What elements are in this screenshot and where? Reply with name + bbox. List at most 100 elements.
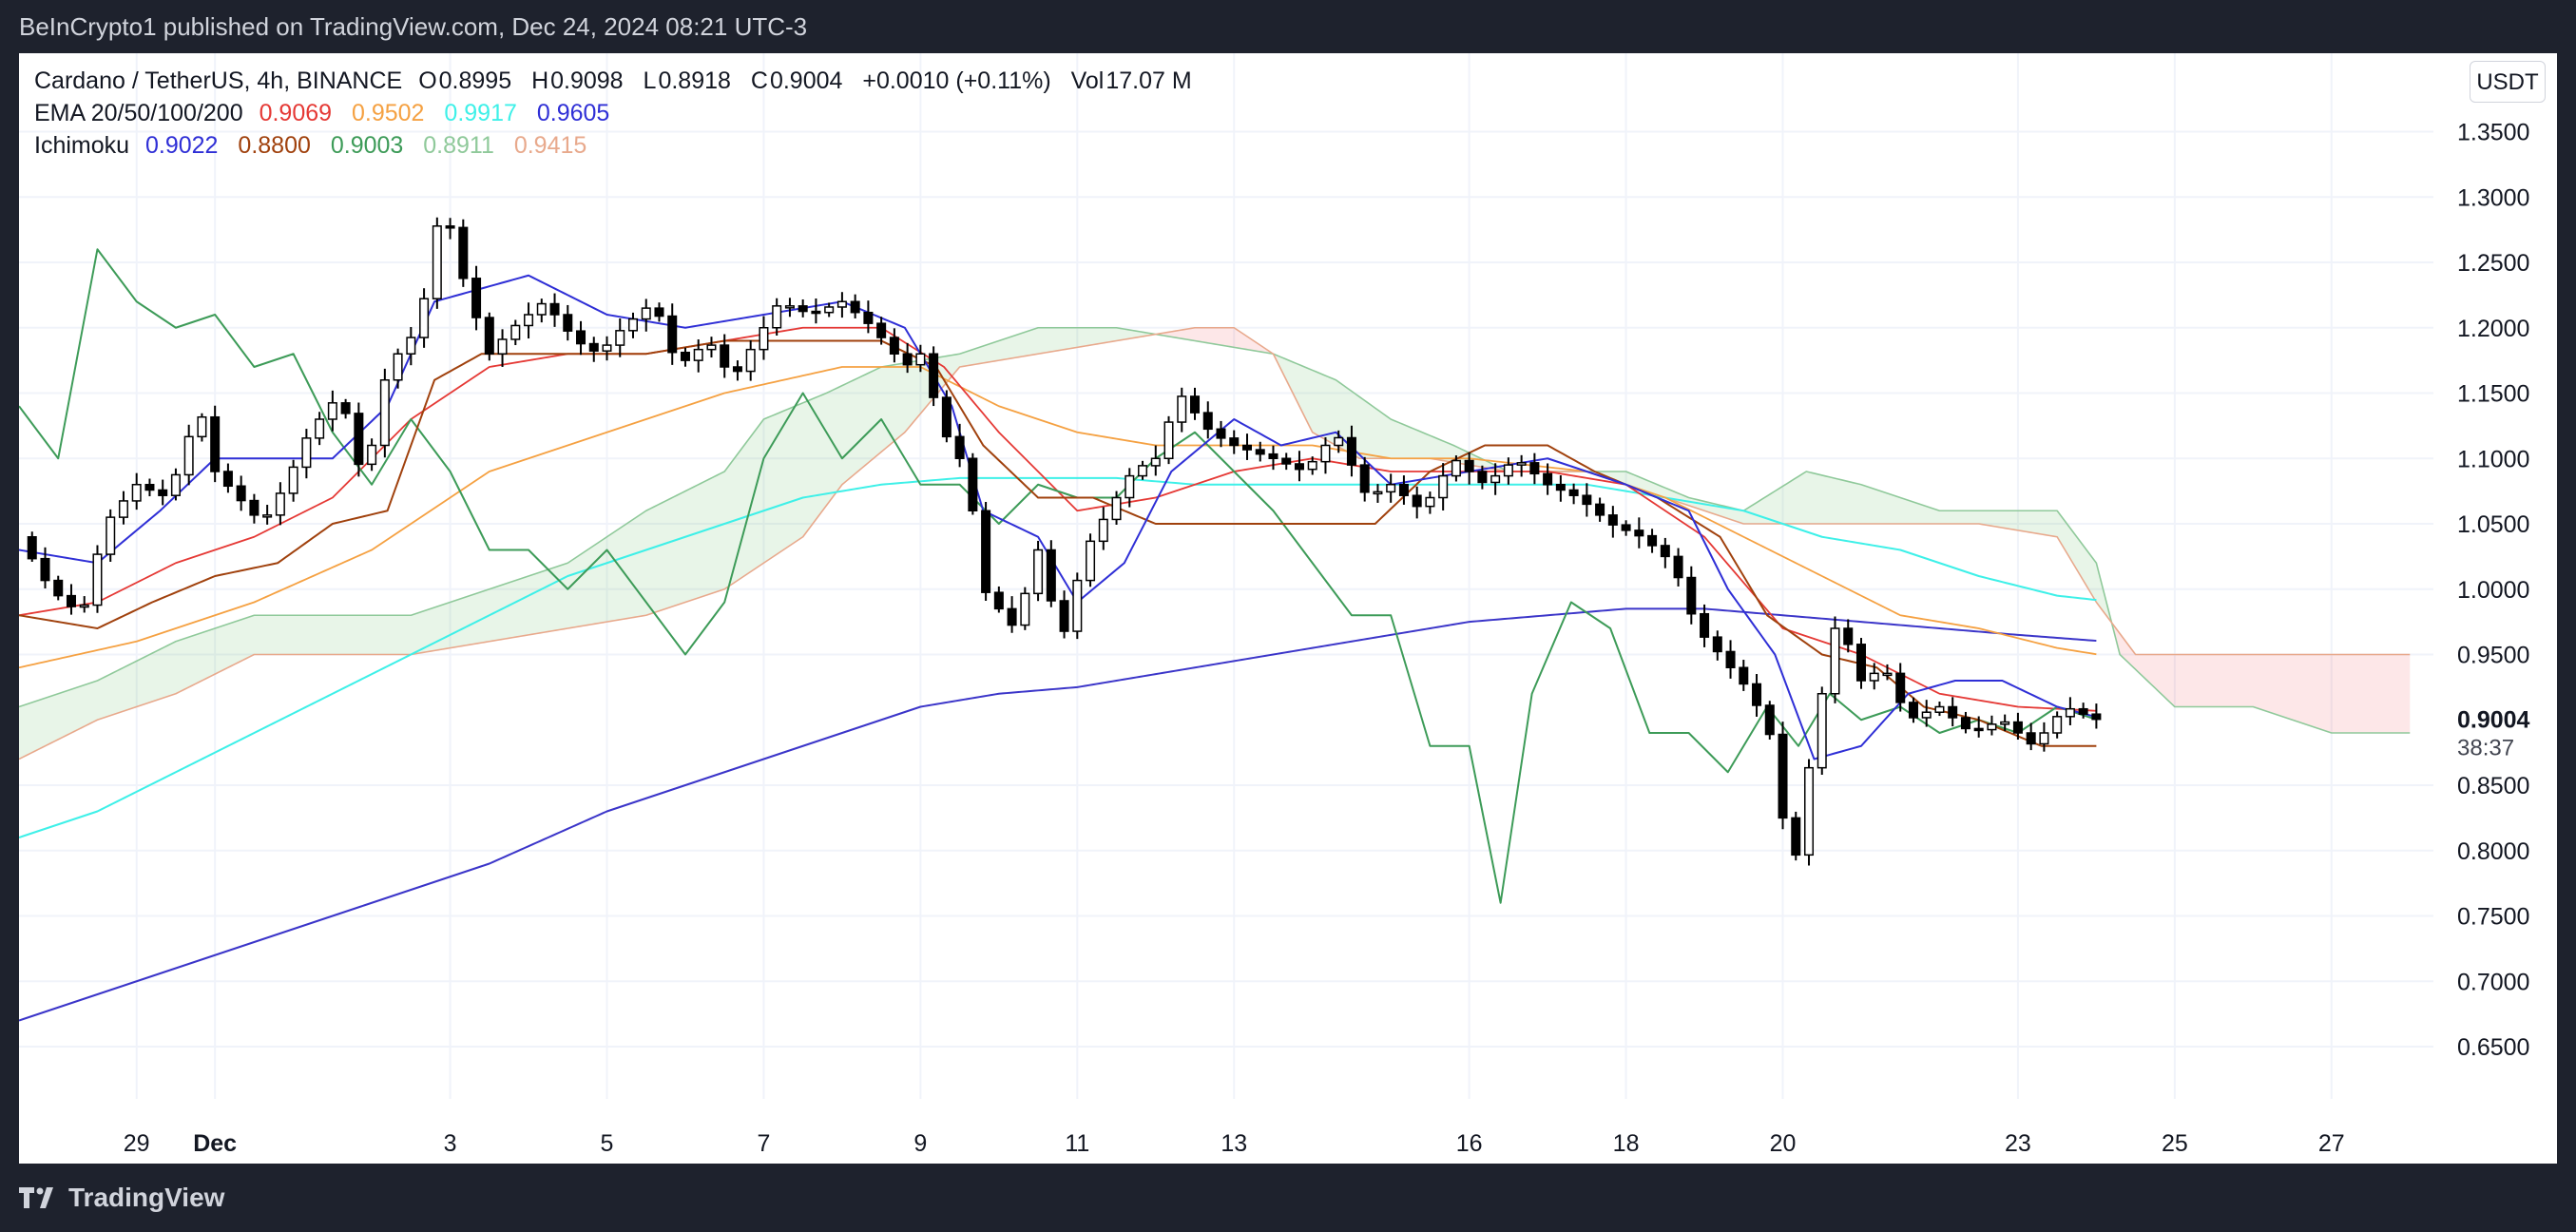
low-key: L (643, 67, 657, 94)
candle-down (484, 317, 494, 355)
candle-up (288, 466, 298, 494)
time-tick-label: 3 (444, 1130, 457, 1157)
candle-down (981, 510, 991, 593)
candle-up (510, 324, 521, 340)
chikou-value: 0.9003 (330, 132, 404, 159)
candle-down (1764, 704, 1775, 736)
candle-down (1568, 489, 1579, 496)
candle-up (379, 379, 390, 447)
candle-up (170, 473, 181, 496)
span-a-value: 0.8911 (423, 132, 494, 159)
candle-up (1098, 518, 1108, 543)
current-price-label: 0.9004 (2457, 707, 2530, 734)
candle-down (654, 307, 664, 318)
candle-up (2000, 721, 2010, 725)
candle-down (354, 413, 364, 466)
candle-up (1882, 672, 1893, 677)
candle-down (1190, 395, 1201, 414)
currency-unit-button[interactable]: USDT (2470, 61, 2546, 103)
time-tick-label: 18 (1613, 1130, 1640, 1157)
candle-down (850, 300, 860, 314)
candle-down (968, 457, 978, 511)
candle-down (1712, 636, 1722, 653)
candle-down (1007, 607, 1017, 626)
candle-up (183, 435, 194, 476)
candle-down (445, 225, 455, 229)
price-tick-label: 1.0500 (2457, 511, 2529, 538)
time-axis[interactable]: 29 Dec 3 5 7 9 11 13 16 18 20 23 25 27 (124, 1130, 2345, 1157)
candle-down (2091, 713, 2102, 721)
candle-down (588, 342, 599, 352)
time-tick-label: 29 (124, 1130, 150, 1157)
candle-down (1660, 545, 1670, 558)
ema100-value: 0.9917 (444, 100, 517, 126)
candle-up (1307, 460, 1317, 471)
ema20-value: 0.9069 (259, 100, 333, 126)
price-chart[interactable]: 1.3500 1.3000 1.2500 1.2000 1.1500 1.1000 1.05… (19, 53, 2557, 1164)
chart-area[interactable]: 1.3500 1.3000 1.2500 1.2000 1.1500 1.1000 1.05… (19, 53, 2557, 1164)
ema-label[interactable]: EMA 20/50/100/200 (34, 100, 243, 126)
candle-down (66, 594, 76, 607)
tenkan-line (19, 274, 2097, 760)
candle-down (1647, 534, 1658, 547)
candle-up (1490, 474, 1501, 484)
candle-up (524, 314, 534, 327)
candle-up (1111, 496, 1122, 521)
candle-down (798, 305, 808, 313)
candle-down (1255, 449, 1265, 455)
close-value: 0.9004 (769, 67, 843, 94)
candle-down (889, 337, 899, 355)
candle-down (1294, 463, 1304, 471)
tradingview-logo[interactable]: TradingView (19, 1183, 224, 1213)
candle-up (627, 318, 639, 332)
candle-down (954, 435, 965, 460)
change-value: +0.0010 (+0.11%) (862, 67, 1051, 94)
candle-up (536, 302, 547, 316)
time-tick-label: 11 (1065, 1130, 1089, 1157)
candle-down (1948, 705, 1958, 719)
candle-down (1477, 471, 1488, 484)
chikou-line (19, 248, 2097, 904)
candle-down (249, 499, 260, 516)
kijun-value: 0.8800 (238, 132, 311, 159)
symbol-label[interactable]: Cardano / TetherUS, 4h, BINANCE (34, 67, 403, 94)
candle-up (1072, 579, 1083, 632)
candle-down (1582, 494, 1592, 506)
candle-down (993, 591, 1004, 610)
candle-up (367, 444, 377, 466)
candle-down (1673, 555, 1683, 579)
symbol-row: Cardano / TetherUS, 4h, BINANCE O0.8995 … (34, 65, 1205, 97)
ichimoku-row[interactable]: Ichimoku 0.9022 0.8800 0.9003 0.8911 0.9… (34, 129, 1205, 162)
candle-up (1869, 672, 1879, 682)
open-key: O (418, 67, 437, 94)
candle-down (1229, 437, 1240, 447)
candle-down (941, 396, 952, 438)
candle-up (393, 353, 403, 381)
ema200-value: 0.9605 (536, 100, 610, 126)
candle-up (406, 337, 416, 355)
candle-down (1412, 494, 1422, 508)
open-value: 0.8995 (438, 67, 512, 94)
candle-up (1386, 484, 1396, 493)
time-tick-label: 27 (2318, 1130, 2345, 1157)
grid-lines (19, 53, 2433, 1099)
price-axis[interactable]: 1.3500 1.3000 1.2500 1.2000 1.1500 1.1000 1.05… (2457, 120, 2530, 1062)
candle-up (118, 500, 128, 518)
candle-down (1202, 412, 1213, 431)
candle-up (693, 348, 703, 361)
tradingview-brand: TradingView (68, 1183, 225, 1212)
ema-row[interactable]: EMA 20/50/100/200 0.9069 0.9502 0.9917 0… (34, 97, 1205, 129)
candle-down (1725, 650, 1736, 669)
volume-value: 17.07 M (1105, 67, 1192, 94)
ichimoku-label[interactable]: Ichimoku (34, 132, 130, 159)
candle-down (27, 536, 37, 560)
candle-up (602, 344, 612, 352)
candle-up (197, 415, 207, 438)
candle-down (902, 353, 913, 366)
span-b-line (19, 326, 2411, 760)
candle-up (1138, 465, 1148, 477)
indicator-lines (19, 248, 2411, 1022)
candle-down (1778, 733, 1788, 819)
candle-up (1125, 474, 1135, 499)
candle-up (1163, 421, 1174, 459)
